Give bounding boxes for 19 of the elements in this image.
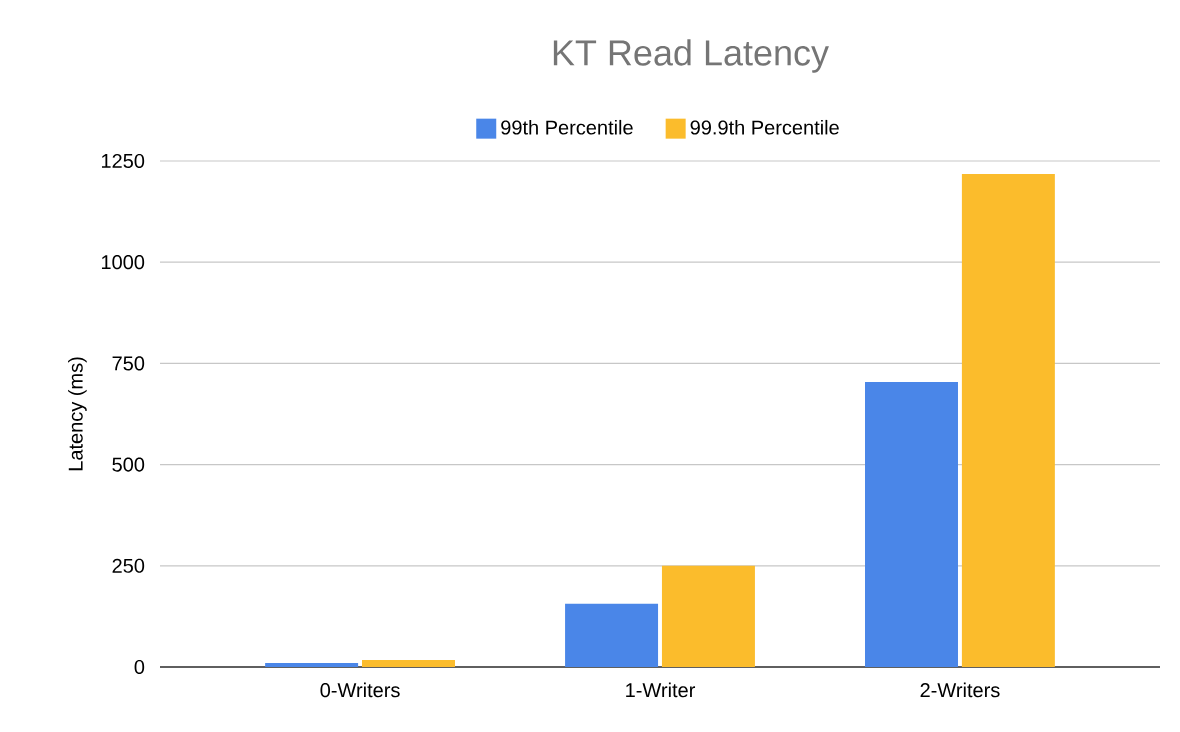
- legend-label: 99.9th Percentile: [690, 119, 839, 135]
- y-tick-label: 1250: [101, 153, 145, 169]
- y-tick-label: 250: [112, 558, 145, 573]
- x-tick-label: 2-Writers: [920, 682, 1000, 698]
- legend-label: 99th Percentile: [501, 119, 633, 135]
- bar: [265, 662, 359, 667]
- x-tick-label: 1-Writer: [626, 682, 696, 698]
- chart-title: KT Read Latency: [553, 39, 829, 73]
- y-axis-title: Latency (ms): [68, 357, 87, 471]
- bar: [362, 660, 455, 667]
- bar: [661, 565, 755, 667]
- y-tick-label: 0: [134, 659, 145, 675]
- bar: [961, 173, 1055, 667]
- x-tick-label: 0-Writers: [320, 682, 400, 698]
- y-tick-label: 1000: [101, 255, 145, 270]
- y-tick-label: 500: [112, 457, 145, 472]
- bar: [865, 382, 958, 667]
- y-tick-label: 750: [112, 356, 145, 371]
- bar: [565, 603, 659, 667]
